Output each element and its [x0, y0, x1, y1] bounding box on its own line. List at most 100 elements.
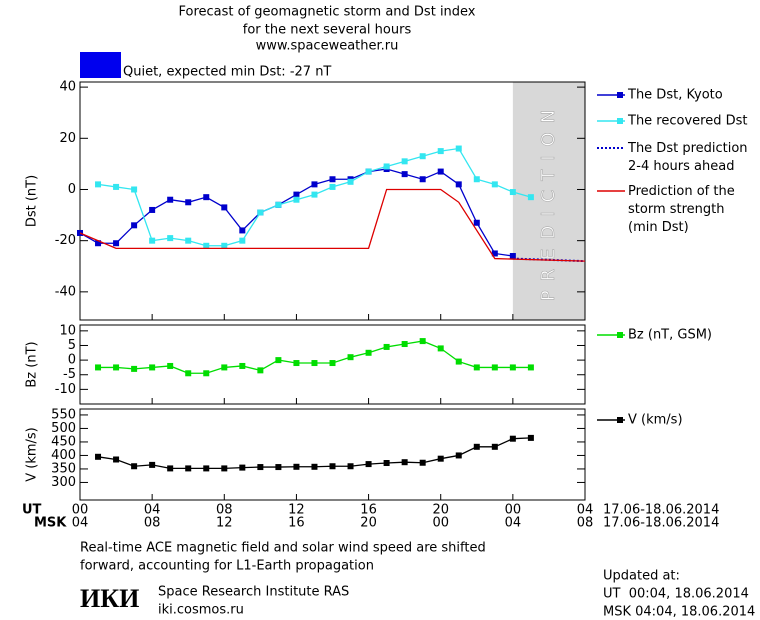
x-tick-label: 16: [288, 516, 305, 531]
x-row-date: 17.06-18.06.2014: [603, 516, 719, 531]
y-tick-label: -10: [55, 382, 76, 397]
legend-label: The Dst prediction 2-4 hours ahead: [627, 141, 748, 174]
data-point: [419, 459, 426, 466]
x-tick-label: 12: [216, 516, 233, 531]
data-point: [527, 194, 534, 201]
logo: ИКИ: [80, 584, 139, 613]
data-point: [473, 219, 480, 226]
data-point: [293, 196, 300, 203]
data-point: [257, 464, 264, 471]
legend-label: The Dst, Kyoto: [627, 88, 723, 103]
data-point: [203, 242, 210, 249]
series-line: [79, 188, 586, 262]
data-point: [401, 341, 408, 348]
data-point: [491, 364, 498, 371]
data-point: [95, 364, 102, 371]
data-point: [491, 250, 498, 257]
data-point: [275, 357, 282, 364]
data-point: [401, 171, 408, 178]
series: [77, 166, 516, 260]
data-point: [347, 178, 354, 185]
plot-frame: [79, 408, 586, 501]
y-tick-label: 500: [51, 421, 76, 436]
prediction-label: PREDICTION: [538, 101, 559, 301]
data-point: [167, 235, 174, 242]
data-point: [275, 464, 282, 471]
plot-frame: [79, 324, 586, 405]
data-point: [455, 358, 462, 365]
data-point: [203, 194, 210, 201]
series-line: [98, 340, 531, 374]
data-point: [275, 201, 282, 208]
data-point: [437, 345, 444, 352]
data-point: [365, 461, 372, 468]
y-tick-label: 0: [68, 353, 76, 368]
data-point: [167, 465, 174, 472]
x-tick-label: 04: [577, 503, 594, 518]
data-point: [185, 199, 192, 206]
data-point: [473, 364, 480, 371]
data-point: [131, 463, 138, 470]
data-point: [239, 464, 246, 471]
data-point: [401, 459, 408, 466]
data-point: [455, 145, 462, 152]
y-tick-label: 350: [51, 461, 76, 476]
y-tick-label: 550: [51, 407, 76, 422]
x-tick-label: 12: [288, 503, 305, 518]
x-tick-label: 16: [360, 503, 377, 518]
data-point: [221, 204, 228, 211]
data-point: [365, 168, 372, 175]
data-point: [113, 456, 120, 463]
data-point: [95, 453, 102, 460]
data-point: [473, 176, 480, 183]
data-point: [185, 370, 192, 377]
legend-line-text: storm strength: [628, 202, 725, 217]
updated: Updated at:: [603, 569, 680, 584]
data-point: [347, 354, 354, 361]
data-point: [509, 364, 516, 371]
data-point: [293, 360, 300, 367]
data-point: [113, 364, 120, 371]
data-point: [329, 463, 336, 470]
data-point: [437, 148, 444, 155]
data-point: [167, 362, 174, 369]
data-point: [437, 168, 444, 175]
data-point: [509, 435, 516, 442]
y-tick-label: 40: [59, 80, 76, 95]
status-swatch: [80, 52, 121, 78]
x-tick-label: 00: [505, 503, 522, 518]
legend-line-text: (min Dst): [628, 220, 689, 235]
y-tick-label: -5: [63, 367, 76, 382]
title-line: for the next several hours: [243, 23, 412, 38]
series-line: [79, 168, 513, 257]
institute: Space Research Institute RAS: [158, 585, 349, 600]
data-point: [455, 452, 462, 459]
legend-label: V (km/s): [628, 413, 683, 428]
x-tick-label: 04: [144, 503, 161, 518]
y-tick-label: 0: [68, 182, 76, 197]
data-point: [329, 176, 336, 183]
data-point: [509, 189, 516, 196]
data-point: [293, 463, 300, 470]
data-point: [509, 253, 516, 260]
y-tick-label: -40: [55, 284, 76, 299]
data-point: [329, 183, 336, 190]
data-point: [257, 367, 264, 374]
legend-marker: [617, 92, 623, 98]
legend-marker: [617, 332, 623, 338]
data-point: [383, 343, 390, 350]
footer-note: forward, accounting for L1-Earth propaga…: [80, 559, 374, 574]
status-label: Quiet, expected min Dst: -27 nT: [123, 65, 331, 80]
data-point: [401, 158, 408, 165]
data-point: [491, 443, 498, 450]
legend-line-text: 2-4 hours ahead: [628, 159, 734, 174]
title-line: Forecast of geomagnetic storm and Dst in…: [178, 5, 475, 20]
x-tick-label: 08: [144, 516, 161, 531]
data-point: [239, 227, 246, 234]
x-tick-label: 08: [577, 516, 594, 531]
data-point: [131, 186, 138, 193]
x-tick-label: 00: [72, 503, 89, 518]
x-row-name: MSK: [34, 516, 67, 531]
title-line: www.spaceweather.ru: [256, 39, 399, 54]
